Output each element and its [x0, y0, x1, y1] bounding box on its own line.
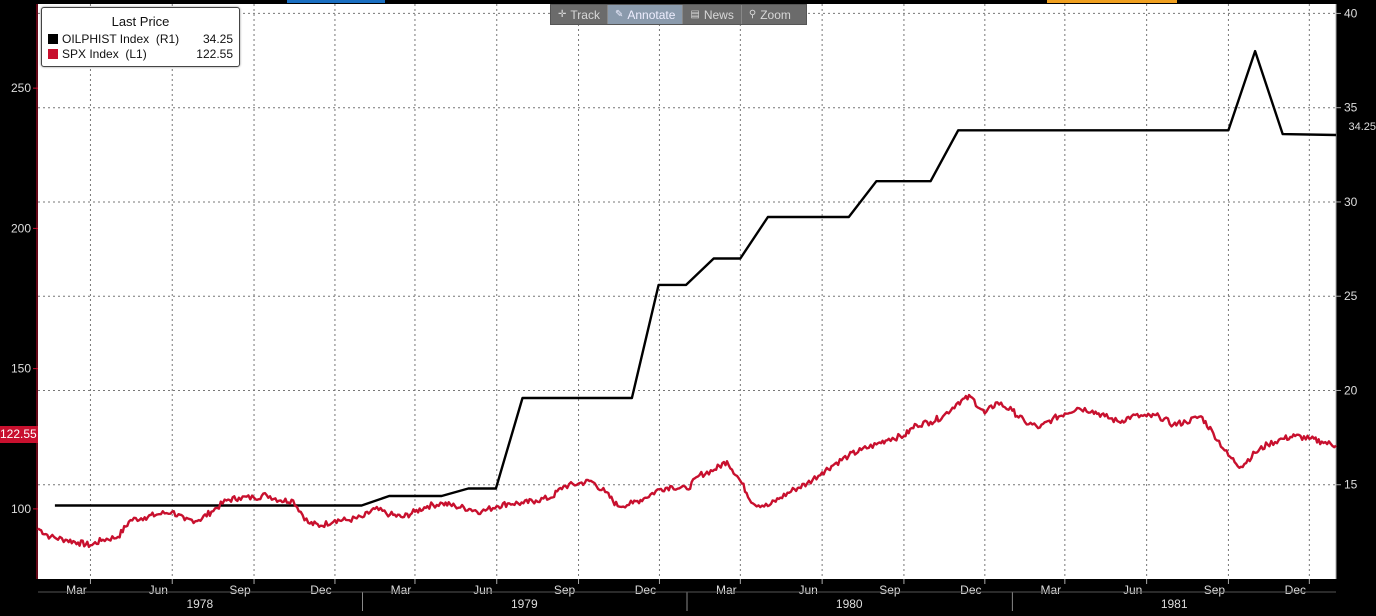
right-tick-label: 25 — [1344, 289, 1358, 303]
x-tick-label: Dec — [635, 583, 656, 597]
x-tick-label: Jun — [149, 583, 168, 597]
x-tick-label: Mar — [391, 583, 412, 597]
zoom-button[interactable]: ⚲ Zoom — [742, 5, 798, 24]
x-tick-label: Sep — [229, 583, 251, 597]
x-tick-label: Sep — [554, 583, 576, 597]
x-year-label: 1981 — [1161, 597, 1188, 611]
x-tick-label: Dec — [960, 583, 981, 597]
x-tick-label: Dec — [310, 583, 331, 597]
left-tick-label: 150 — [11, 362, 31, 376]
series-line-spx — [37, 393, 1337, 549]
track-label: Track — [570, 7, 600, 22]
news-label: News — [703, 7, 734, 22]
x-tick-label: Mar — [66, 583, 87, 597]
chart-toolbar: ✛ Track ✎ Annotate ▤ News ⚲ Zoom — [550, 4, 807, 25]
right-tick-label: 20 — [1344, 383, 1358, 397]
annotate-button[interactable]: ✎ Annotate — [607, 5, 684, 24]
x-tick-label: Sep — [879, 583, 901, 597]
legend-item-spx[interactable]: SPX Index (L1) 122.55 — [42, 46, 239, 61]
annotate-label: Annotate — [627, 7, 676, 22]
x-tick-label: Jun — [1123, 583, 1142, 597]
legend-item-name: OILPHIST Index (R1) — [62, 31, 180, 46]
left-tick-label: 100 — [11, 502, 31, 516]
x-tick-label: Jun — [798, 583, 817, 597]
right-axis-last-value-badge: 34.25 — [1337, 119, 1376, 135]
x-tick-label: Mar — [1041, 583, 1062, 597]
legend-title: Last Price — [111, 14, 170, 29]
news-button[interactable]: ▤ News — [683, 5, 742, 24]
top-tab-accent[interactable] — [1047, 0, 1177, 3]
legend-item-oilphist[interactable]: OILPHIST Index (R1) 34.25 — [42, 31, 239, 46]
x-tick-label: Sep — [1204, 583, 1226, 597]
news-icon: ▤ — [690, 9, 700, 20]
legend[interactable]: Last Price OILPHIST Index (R1) 34.25 SPX… — [41, 7, 240, 67]
right-tick-label: 35 — [1344, 101, 1358, 115]
right-tick-label: 40 — [1344, 6, 1358, 20]
x-tick-label: Dec — [1285, 583, 1306, 597]
track-button[interactable]: ✛ Track — [551, 5, 608, 24]
top-tab-accent[interactable] — [287, 0, 385, 3]
top-bar — [0, 0, 1376, 4]
crosshair-icon: ✛ — [558, 9, 567, 20]
x-tick-label: Mar — [716, 583, 737, 597]
legend-item-value: 122.55 — [196, 46, 233, 61]
left-axis-last-value-badge: 122.55 — [0, 426, 38, 443]
pencil-icon: ✎ — [614, 9, 624, 20]
right-tick-label: 30 — [1344, 195, 1358, 209]
left-tick-label: 200 — [11, 221, 31, 235]
x-year-label: 1978 — [186, 597, 213, 611]
series-line-oilphist — [54, 49, 1337, 507]
right-tick-label: 15 — [1344, 478, 1358, 492]
left-tick-label: 250 — [11, 81, 31, 95]
x-year-label: 1980 — [836, 597, 863, 611]
legend-swatch-oilphist — [48, 33, 58, 44]
x-tick-label: Jun — [473, 583, 492, 597]
x-year-label: 1979 — [511, 597, 538, 611]
magnifier-icon: ⚲ — [748, 9, 757, 20]
legend-swatch-spx — [48, 48, 58, 59]
legend-item-name: SPX Index (L1) — [62, 46, 147, 61]
zoom-label: Zoom — [760, 7, 791, 22]
legend-item-value: 34.25 — [202, 31, 233, 46]
